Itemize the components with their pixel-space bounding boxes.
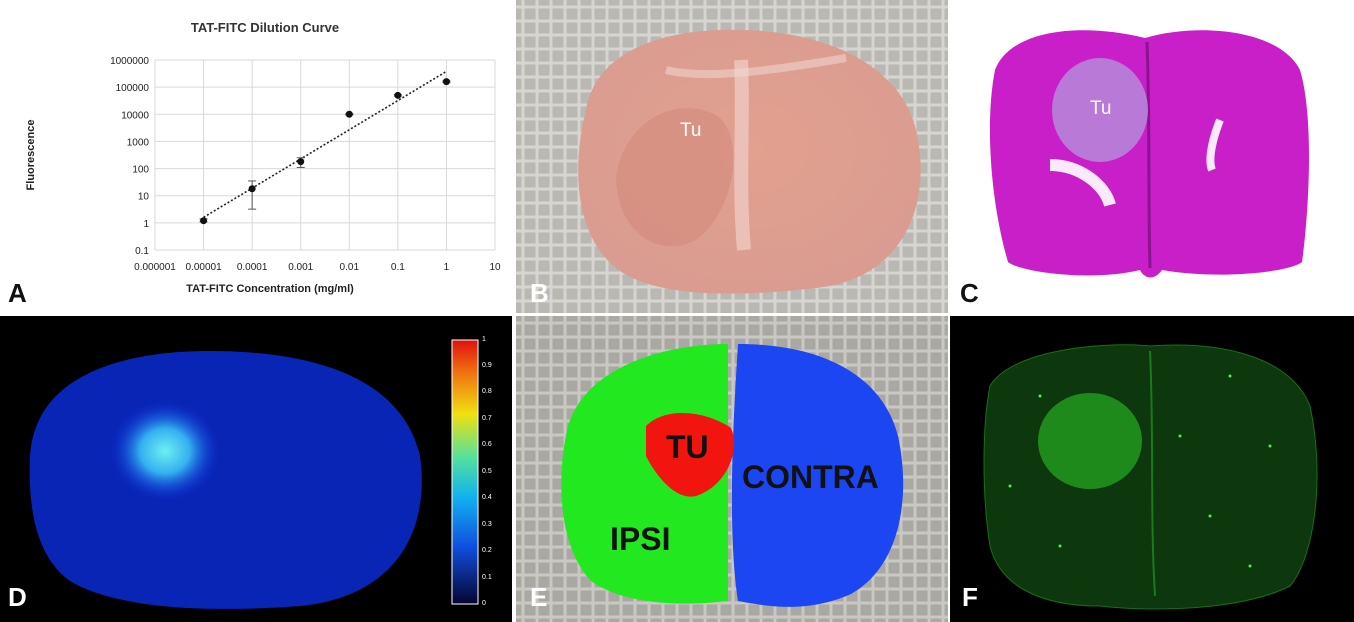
x-tick-label: 1: [444, 262, 450, 273]
fluorescence-heatmap: [29, 339, 479, 609]
colorbar-tick: 0: [482, 600, 486, 607]
panel-d-label: D: [8, 582, 27, 612]
green-fluorescence: [983, 344, 1318, 610]
panel-e-label: E: [530, 582, 548, 612]
data-point: [200, 217, 208, 225]
panel-b: Tu B: [516, 0, 948, 313]
data-point: [394, 91, 402, 99]
y-tick-label: 1000: [127, 137, 150, 148]
panel-c: Tu C: [950, 0, 1354, 313]
region-label-tumor: TU: [666, 429, 709, 465]
data-point: [442, 78, 450, 86]
stained-slice: [989, 30, 1309, 278]
panel-f: F: [950, 316, 1354, 622]
data-point: [345, 110, 353, 118]
dilution-chart: 0.000001 0.00001 0.0001 0.001 0.01 0.1 1 10 0.1 1…: [25, 20, 501, 295]
region-label-contra: CONTRA: [742, 459, 879, 495]
panel-e: TU CONTRA IPSI E: [516, 316, 948, 622]
panel-c-tumor-annotation: Tu: [1090, 98, 1112, 119]
y-tick-label: 100: [132, 165, 149, 176]
colorbar-tick: 0.6: [482, 441, 492, 448]
x-tick-label: 0.000001: [134, 262, 176, 273]
x-tick-label: 0.0001: [237, 262, 268, 273]
x-tick-label: 10: [489, 262, 501, 273]
y-tick-label: 1: [143, 219, 149, 230]
panel-a-label: A: [8, 278, 27, 308]
x-tick-label: 0.001: [288, 262, 313, 273]
brain-slice-photo: [516, 0, 948, 313]
panel-a: 0.000001 0.00001 0.0001 0.001 0.01 0.1 1 10 0.1 1…: [0, 0, 512, 313]
trendline: [203, 70, 447, 219]
chart-title: TAT-FITC Dilution Curve: [191, 20, 339, 35]
panel-b-tumor-annotation: Tu: [680, 120, 702, 141]
colorbar-ticks: 1 0.9 0.8 0.7 0.6 0.5 0.4 0.3 0.2 0.1 0: [482, 336, 510, 608]
colorbar-tick: 0.5: [482, 468, 492, 475]
y-tick-label: 0.1: [135, 246, 149, 257]
y-tick-label: 100000: [116, 83, 150, 94]
colorbar-tick: 0.7: [482, 415, 492, 422]
region-label-ipsi: IPSI: [610, 521, 671, 557]
colorbar-tick: 0.9: [482, 362, 492, 369]
colorbar-tick: 0.2: [482, 547, 492, 554]
panel-b-label: B: [530, 278, 549, 308]
data-point: [297, 158, 305, 166]
panel-d: 1 0.9 0.8 0.7 0.6 0.5 0.4 0.3 0.2 0.1 0 …: [0, 316, 512, 622]
data-point: [248, 185, 256, 193]
colorbar-tick: 0.3: [482, 521, 492, 528]
y-tick-label: 10: [138, 192, 150, 203]
colorbar-tick: 0.4: [482, 494, 492, 501]
x-tick-label: 0.01: [340, 262, 360, 273]
y-tick-label: 10000: [121, 110, 149, 121]
colorbar-tick: 0.1: [482, 574, 492, 581]
x-tick-label: 0.00001: [185, 262, 222, 273]
y-axis-label: Fluorescence: [25, 120, 37, 191]
panel-c-label: C: [960, 278, 979, 308]
region-map: [516, 316, 948, 622]
x-tick-label: 0.1: [391, 262, 405, 273]
y-tick-label: 1000000: [110, 56, 149, 67]
panel-f-label: F: [962, 582, 978, 612]
colorbar-tick: 0.8: [482, 388, 492, 395]
x-axis-label: TAT-FITC Concentration (mg/ml): [186, 283, 354, 295]
colorbar-tick: 1: [482, 336, 486, 343]
